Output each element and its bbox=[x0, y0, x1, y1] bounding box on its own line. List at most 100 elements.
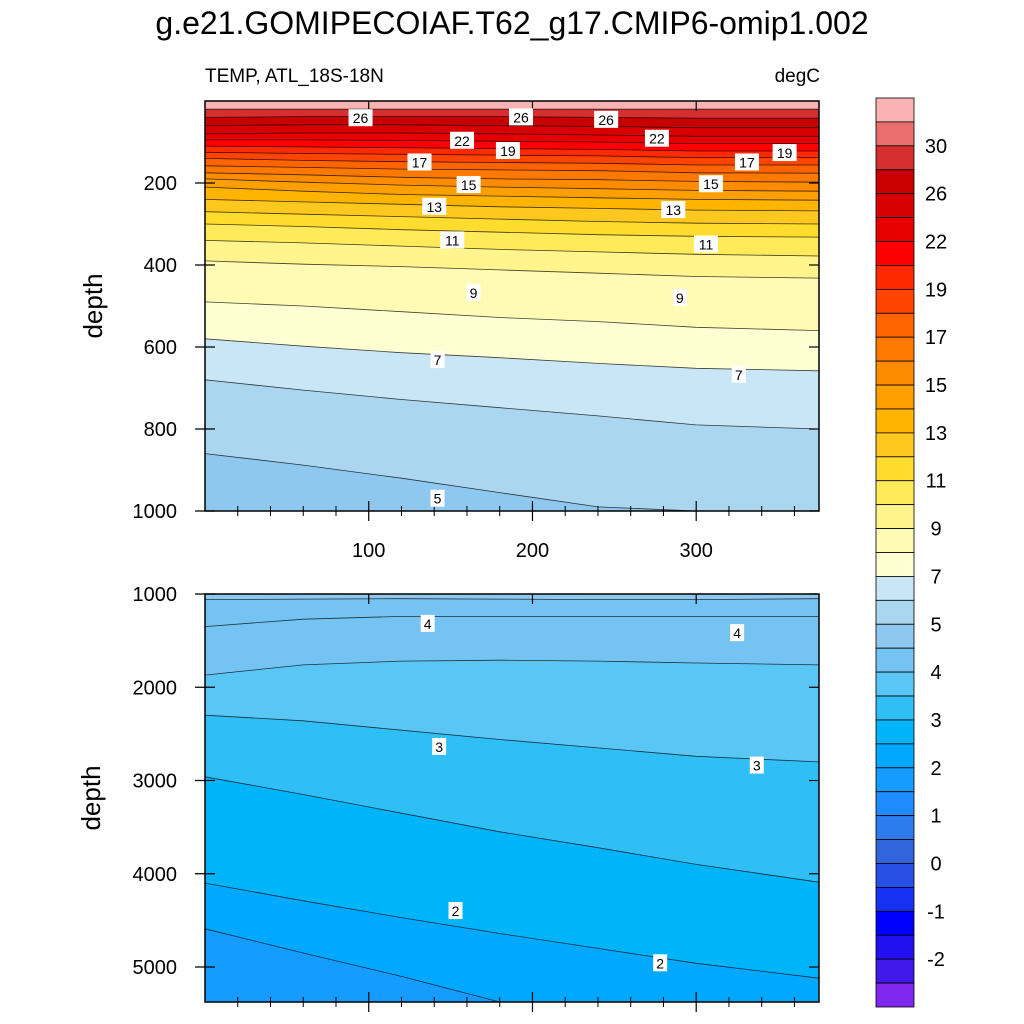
y-tick-label: 1000 bbox=[133, 584, 178, 606]
colorbar-box bbox=[875, 97, 915, 123]
colorbar-box bbox=[875, 623, 915, 649]
x-tick-label: 200 bbox=[516, 540, 549, 562]
contour-label-box bbox=[594, 110, 619, 128]
colorbar-box bbox=[875, 336, 915, 362]
contour-label-box bbox=[456, 176, 481, 194]
panel-lower: 1000 2000 3000 4000 5000 4 4 3 3 2 2 depth bbox=[76, 584, 820, 1012]
colorbar-box bbox=[875, 982, 915, 1008]
contour-line bbox=[204, 714, 820, 763]
contour-label: 26 bbox=[353, 110, 369, 126]
contour-label-box bbox=[466, 283, 481, 301]
contour-label-box bbox=[448, 902, 463, 920]
colorbar-label: 4 bbox=[930, 662, 941, 684]
contour-label: 17 bbox=[739, 155, 755, 171]
contour-label-box bbox=[422, 197, 447, 215]
contour-label: 7 bbox=[735, 367, 743, 383]
colorbar-box bbox=[875, 145, 915, 171]
contour-line bbox=[204, 882, 820, 979]
contour-line bbox=[204, 240, 820, 257]
colorbar-box bbox=[875, 432, 915, 458]
colorbar-box bbox=[875, 910, 915, 936]
contour-label-box bbox=[348, 109, 373, 127]
contour-label-box bbox=[694, 235, 719, 253]
contour-label-box bbox=[430, 351, 445, 369]
colorbar-label: 1 bbox=[930, 806, 941, 828]
colorbar-label: 9 bbox=[930, 519, 941, 541]
contour-label: 2 bbox=[452, 903, 460, 919]
contour-label-box bbox=[749, 756, 764, 774]
colorbar-box bbox=[875, 767, 915, 793]
contour-label-box bbox=[734, 153, 759, 171]
colorbar-box bbox=[875, 504, 915, 529]
contour-label: 19 bbox=[777, 145, 793, 161]
contour-line bbox=[204, 659, 820, 676]
colorbar-box bbox=[875, 360, 915, 386]
contour-label: 13 bbox=[426, 199, 442, 215]
colorbar-label: 19 bbox=[925, 279, 947, 301]
colorbar-box bbox=[875, 743, 915, 769]
colorbar-label: 5 bbox=[930, 614, 941, 636]
contour-label: 4 bbox=[424, 616, 432, 632]
contour-label: 17 bbox=[412, 155, 428, 171]
contour-label-box bbox=[698, 175, 723, 193]
colorbar-label: 15 bbox=[925, 375, 947, 397]
contour-label: 9 bbox=[676, 290, 684, 306]
contour-label: 13 bbox=[665, 202, 681, 218]
contour-line bbox=[204, 124, 819, 129]
colorbar: 30 26 22 19 17 15 13 11 9 7 5 4 3 2 1 0 -1 -2 bbox=[875, 97, 947, 1008]
contour-line bbox=[204, 178, 820, 192]
contour-line bbox=[204, 132, 819, 137]
contour-label-box bbox=[731, 365, 746, 383]
colorbar-box bbox=[875, 695, 915, 721]
colorbar-box bbox=[875, 934, 915, 960]
y-tick-label: 5000 bbox=[133, 957, 178, 979]
y-tick-label: 4000 bbox=[133, 864, 178, 886]
y-tick-label: 2000 bbox=[133, 677, 178, 699]
panel-upper-ticks: 100 200 300 200 400 600 800 1000 bbox=[133, 101, 819, 562]
y-tick-label: 3000 bbox=[133, 771, 178, 793]
y-tick-label: 600 bbox=[144, 337, 177, 359]
contour-label: 11 bbox=[445, 232, 460, 248]
colorbar-box bbox=[875, 121, 915, 147]
contour-line bbox=[204, 186, 820, 201]
colorbar-label: 2 bbox=[930, 758, 941, 780]
colorbar-box bbox=[875, 384, 915, 410]
contour-label: 11 bbox=[699, 237, 714, 253]
colorbar-box bbox=[875, 839, 915, 864]
panel-upper-ylabel: depth bbox=[78, 273, 108, 338]
contour-line bbox=[204, 616, 819, 627]
contour-band bbox=[205, 928, 819, 1002]
y-tick-label: 200 bbox=[144, 173, 177, 195]
panel-upper-labels: 26 26 26 22 22 19 19 17 17 15 15 13 13 11 11 9 9 7 7 5 bbox=[348, 108, 797, 507]
colorbar-box bbox=[875, 265, 915, 290]
contour-label: 3 bbox=[435, 739, 443, 755]
contour-label-box bbox=[730, 624, 745, 642]
contour-label-box bbox=[420, 614, 435, 632]
contour-line bbox=[204, 211, 820, 225]
panel-upper-isolines bbox=[204, 108, 820, 512]
colorbar-box bbox=[875, 312, 915, 338]
colorbar-box bbox=[875, 576, 915, 601]
colorbar-label: -1 bbox=[927, 901, 945, 923]
contour-label: 15 bbox=[703, 176, 719, 192]
colorbar-box bbox=[875, 791, 915, 817]
contour-line bbox=[204, 199, 820, 212]
colorbar-labels: 30 26 22 19 17 15 13 11 9 7 5 4 3 2 1 0 -1 -2 bbox=[925, 136, 947, 971]
colorbar-label: 0 bbox=[930, 853, 941, 875]
contour-label: 22 bbox=[454, 133, 470, 149]
contour-line bbox=[204, 338, 820, 372]
colorbar-box bbox=[875, 193, 915, 219]
colorbar-box bbox=[875, 599, 915, 625]
contour-label: 15 bbox=[461, 177, 477, 193]
colorbar-box bbox=[875, 217, 915, 242]
contour-line bbox=[204, 379, 820, 430]
contour-label-box bbox=[495, 142, 520, 160]
colorbar-label: 13 bbox=[925, 423, 947, 445]
colorbar-box bbox=[875, 408, 915, 434]
contour-label: 7 bbox=[434, 352, 442, 368]
contour-label-box bbox=[509, 108, 534, 126]
contour-label: 22 bbox=[649, 131, 665, 147]
panel-lower-ylabel: depth bbox=[76, 765, 106, 830]
y-tick-label: 1000 bbox=[133, 501, 178, 523]
